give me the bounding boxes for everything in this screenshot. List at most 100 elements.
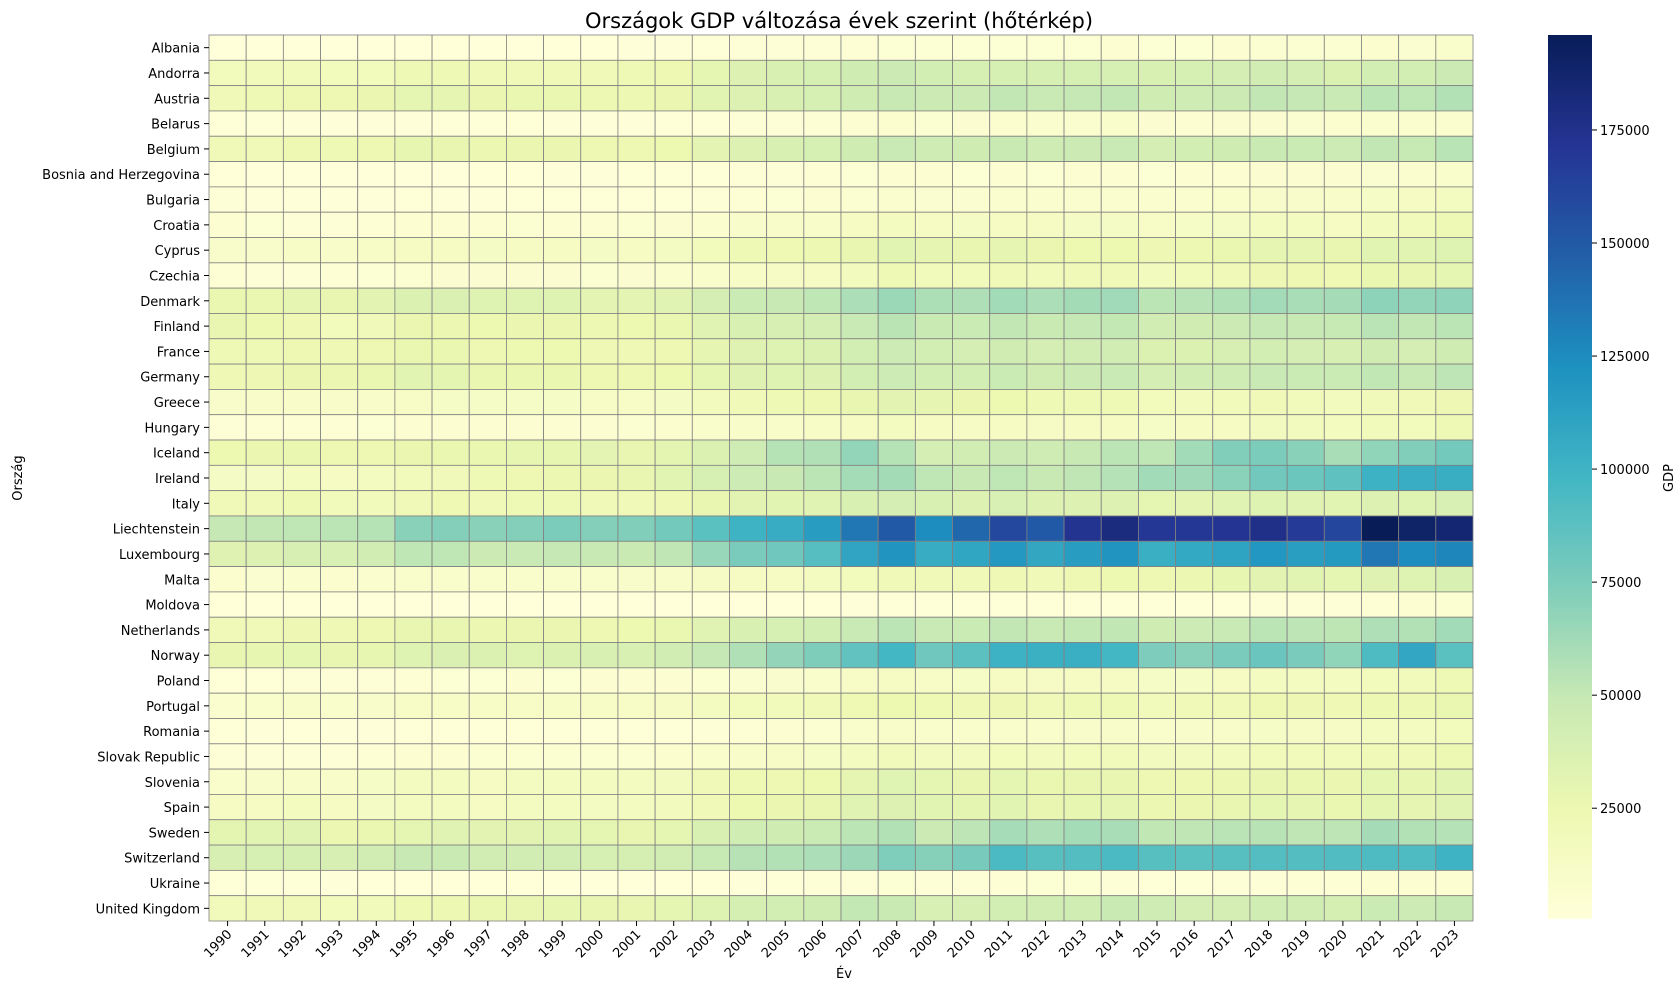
heatmap-cell [320,287,359,314]
heatmap-cell [357,338,396,365]
heatmap-cell [320,616,359,643]
heatmap-cell [1398,262,1437,289]
heatmap-cell [468,414,507,441]
heatmap-cell [1323,186,1362,213]
heatmap-cell [989,642,1028,669]
y-tick-label: France [157,345,200,360]
heatmap-cell [468,718,507,745]
heatmap-cell [245,161,284,188]
heatmap-cell [1249,819,1288,846]
heatmap-cell [617,439,656,466]
heatmap-cell [1361,287,1400,314]
heatmap-cell [729,718,768,745]
heatmap-cell [1100,819,1139,846]
heatmap-cell [1212,667,1251,694]
heatmap-cell [654,642,693,669]
heatmap-cell [1286,515,1325,542]
heatmap-cell [320,819,359,846]
heatmap-cell [431,237,470,264]
heatmap-cell [1026,566,1065,593]
heatmap-cell [1323,439,1362,466]
heatmap-cell [543,313,582,340]
heatmap-cell [914,515,953,542]
heatmap-cell [357,515,396,542]
heatmap-cell [1361,794,1400,821]
heatmap-cell [1026,363,1065,390]
heatmap-cell [357,642,396,669]
heatmap-cell [208,287,247,314]
heatmap-cell [654,110,693,137]
heatmap-cell [952,591,991,618]
heatmap-cell [580,566,619,593]
heatmap-cell [803,110,842,137]
heatmap-cell [580,34,619,61]
heatmap-cell [617,135,656,162]
heatmap-cell [1100,616,1139,643]
heatmap-cell [320,591,359,618]
heatmap-cell [468,161,507,188]
heatmap-cell [245,110,284,137]
heatmap-cell [654,844,693,871]
heatmap-cell [952,616,991,643]
heatmap-cell [394,211,433,238]
heatmap-cell [1249,414,1288,441]
heatmap-cell [840,237,879,264]
heatmap-cell [1026,515,1065,542]
chart-title: Országok GDP változása évek szerint (hőt… [585,9,1093,33]
heatmap-cell [877,338,916,365]
heatmap-cell [1138,211,1176,238]
heatmap-cell [877,262,916,289]
heatmap-cell [357,667,396,694]
heatmap-cell [357,464,396,492]
heatmap-cell [506,869,544,897]
heatmap-cell [1435,186,1474,213]
heatmap-cell [691,439,730,466]
heatmap-cell [431,515,470,542]
heatmap-cell [1212,642,1251,669]
heatmap-cell [1212,616,1251,643]
heatmap-cell [580,616,619,643]
heatmap-cell [320,363,359,390]
heatmap-cell [877,414,916,441]
heatmap-cell [245,34,284,61]
heatmap-cell [580,135,619,162]
heatmap-cell [1361,262,1400,289]
heatmap-cell [208,718,247,745]
heatmap-cell [729,591,768,618]
heatmap-cell [1175,439,1214,466]
heatmap-cell [952,869,991,897]
heatmap-cell [1212,186,1251,213]
heatmap-cell [617,490,656,517]
heatmap-cell [1175,388,1214,416]
heatmap-cell [729,667,768,694]
heatmap-cell [1100,642,1139,669]
heatmap-cell [1063,388,1102,416]
heatmap-cell [729,414,768,441]
heatmap-cell [729,515,768,542]
heatmap-cell [1286,414,1325,441]
heatmap-cell [914,667,953,694]
heatmap-cell [320,844,359,871]
heatmap-cell [580,59,619,87]
heatmap-cell [1435,743,1474,770]
heatmap-cell [506,667,544,694]
heatmap-cell [1361,743,1400,770]
heatmap-cell [914,287,953,314]
heatmap-cell [543,869,582,897]
heatmap-cell [877,464,916,492]
heatmap-cell [1323,85,1362,112]
heatmap-cell [654,262,693,289]
heatmap-cell [357,743,396,770]
heatmap-cell [245,642,284,669]
heatmap-cell [1175,819,1214,846]
y-tick-label: Slovak Republic [97,750,200,765]
heatmap-cell [840,692,879,719]
heatmap-cell [877,313,916,340]
heatmap-cell [431,135,470,162]
heatmap-cell [431,718,470,745]
heatmap-cell [952,414,991,441]
heatmap-cell [1323,566,1362,593]
heatmap-cell [1286,34,1325,61]
heatmap-cell [468,591,507,618]
heatmap-cell [1398,844,1437,871]
